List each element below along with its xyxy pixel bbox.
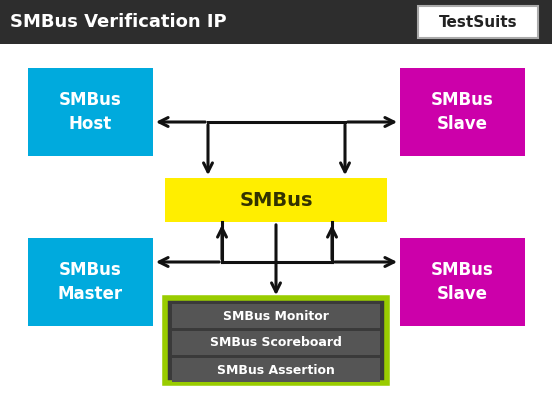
Text: SMBus
Host: SMBus Host [59, 91, 122, 133]
Bar [28, 238, 153, 326]
Text: SMBus Monitor: SMBus Monitor [223, 310, 329, 323]
Bar [165, 178, 387, 222]
Bar [172, 358, 380, 382]
Text: SMBus Verification IP: SMBus Verification IP [10, 13, 227, 31]
Text: SMBus Scoreboard: SMBus Scoreboard [210, 336, 342, 349]
Bar [400, 238, 525, 326]
Text: SMBus Assertion: SMBus Assertion [217, 364, 335, 377]
Text: SMBus: SMBus [239, 191, 313, 210]
Bar [165, 298, 387, 383]
Text: SMBus
Slave: SMBus Slave [431, 91, 494, 133]
Bar [172, 331, 380, 355]
Bar [172, 304, 380, 328]
Text: TestSuits: TestSuits [439, 15, 517, 30]
Text: SMBus
Master: SMBus Master [58, 261, 123, 303]
Bar [0, 0, 552, 44]
Bar [28, 68, 153, 156]
Text: SMBus
Slave: SMBus Slave [431, 261, 494, 303]
Bar [418, 6, 538, 38]
Bar [400, 68, 525, 156]
